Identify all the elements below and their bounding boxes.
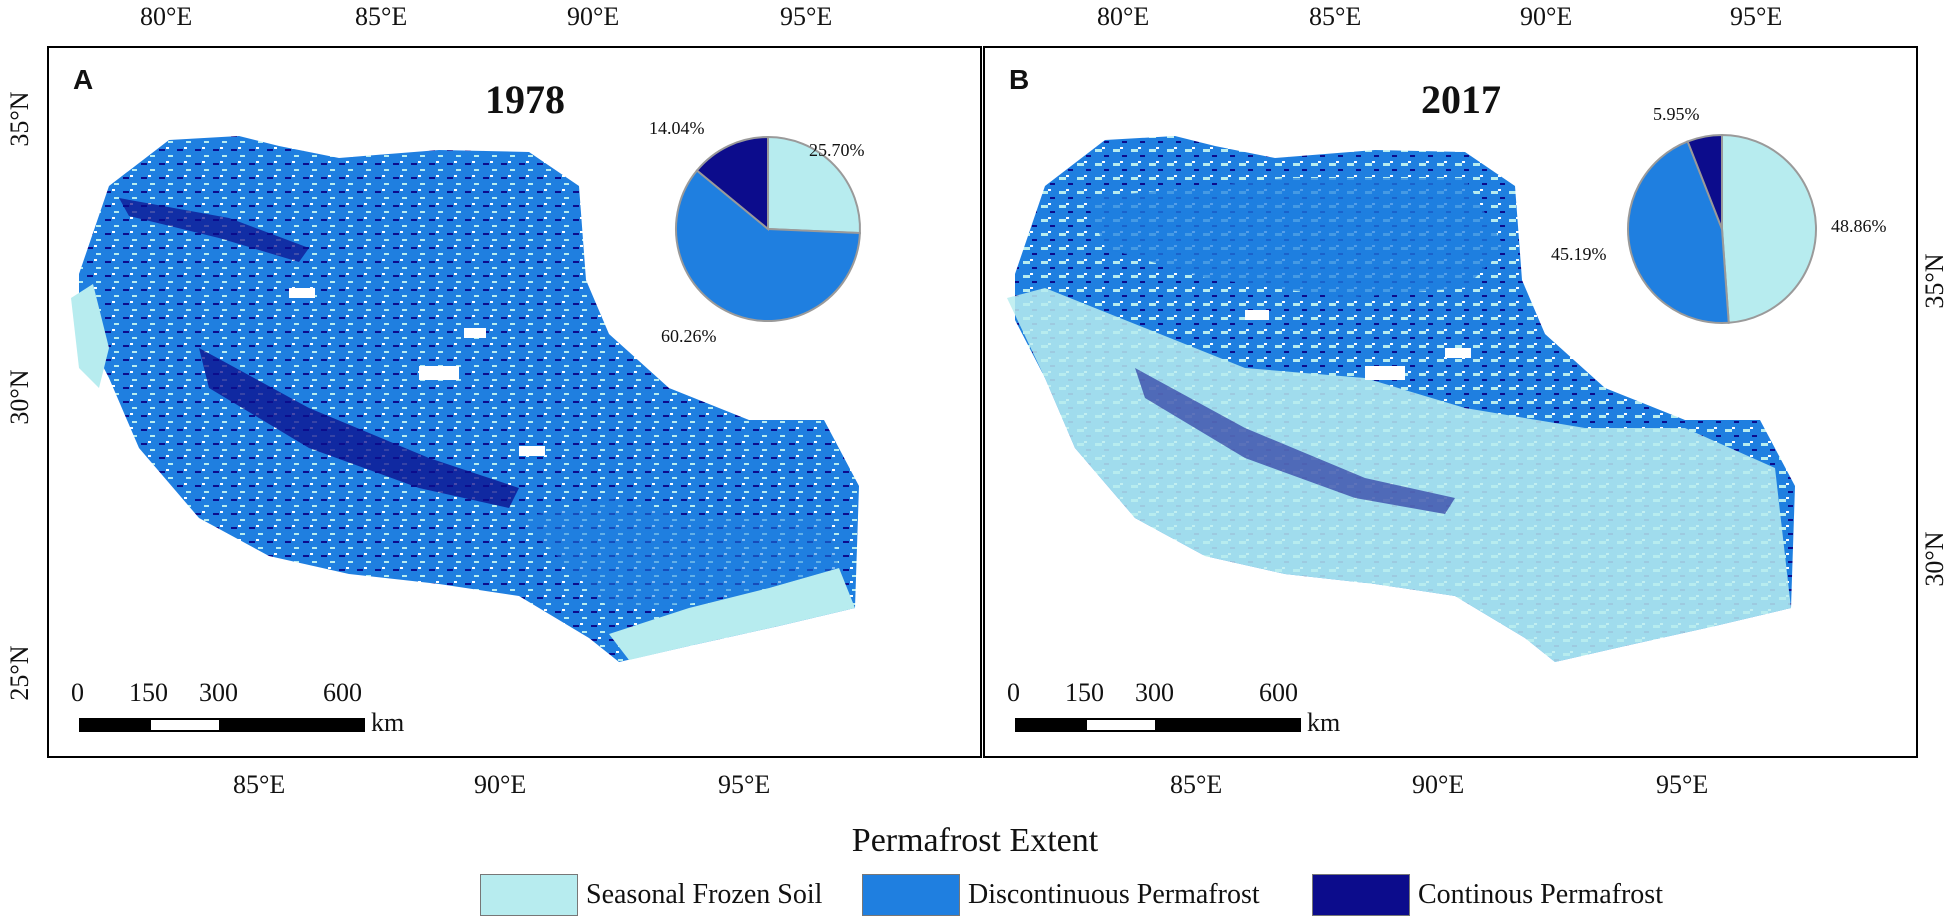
lat-tick: 35°N [1920, 253, 1949, 309]
top-lon-tick: 80°E [140, 2, 193, 31]
scale-label: 300 [199, 678, 238, 707]
panel-letter: B [1009, 64, 1030, 95]
scale-label: 600 [323, 678, 362, 707]
pie-slice [695, 135, 769, 232]
scale-label: 0 [71, 678, 84, 707]
continuous-band [1135, 368, 1455, 514]
scale-bar [79, 718, 365, 732]
pie-label: 25.70% [809, 140, 865, 160]
continuous-band [119, 198, 309, 262]
pie-slice [675, 169, 861, 322]
legend-item-discontinuous: Discontinuous Permafrost [862, 872, 1260, 918]
legend-label: Continous Permafrost [1418, 879, 1663, 910]
scale-unit: km [371, 708, 405, 737]
legend-item-continuous: Continous Permafrost [1312, 872, 1663, 918]
top-lon-tick: 95°E [1730, 2, 1783, 31]
scale-label: 0 [1007, 678, 1020, 707]
top-lon-tick: 85°E [355, 2, 408, 31]
scale-label: 600 [1259, 678, 1298, 707]
pie-slice [1686, 133, 1723, 230]
legend-swatch [480, 874, 578, 916]
pie-label: 60.26% [661, 326, 717, 346]
top-lon-tick: 85°E [1309, 2, 1362, 31]
seasonal-area [1007, 288, 1791, 662]
pie-chart [675, 135, 861, 322]
scale-label: 150 [1065, 678, 1104, 707]
legend-title: Permafrost Extent [851, 822, 1099, 859]
lat-tick: 35°N [5, 91, 34, 147]
legend-item-seasonal: Seasonal Frozen Soil [480, 872, 822, 918]
panel-year: 2017 [1421, 77, 1501, 122]
seasonal-area [609, 568, 855, 660]
panel-year: 1978 [485, 77, 565, 122]
map-panel-b: B 2017 48.86% 45.19% 5.95% 0 150 300 600… [983, 46, 1918, 758]
pie-label: 14.04% [649, 118, 705, 138]
top-lon-tick: 80°E [1097, 2, 1150, 31]
pie-label: 48.86% [1831, 216, 1887, 236]
scale-unit: km [1307, 708, 1341, 737]
seasonal-area [519, 498, 839, 608]
pie-slice [1627, 140, 1730, 324]
top-lon-tick: 90°E [1520, 2, 1573, 31]
pie-label: 45.19% [1551, 244, 1607, 264]
bottom-lon-tick: 90°E [1412, 770, 1465, 799]
scale-label: 150 [129, 678, 168, 707]
scale-bar [1015, 718, 1301, 732]
top-lon-tick: 95°E [780, 2, 833, 31]
pie-chart [1627, 133, 1817, 324]
lat-tick: 30°N [5, 369, 34, 425]
map-canvas [1007, 136, 1795, 732]
scale-label: 300 [1135, 678, 1174, 707]
map-panel-a: A 1978 25.70% 60.26% 14.04% 0 150 300 60… [47, 46, 982, 758]
lat-tick: 30°N [1920, 531, 1949, 587]
bottom-lon-tick: 95°E [718, 770, 771, 799]
map-canvas [71, 136, 859, 732]
top-lon-tick: 90°E [567, 2, 620, 31]
bottom-lon-tick: 85°E [233, 770, 286, 799]
legend-swatch [1312, 874, 1410, 916]
legend-label: Discontinuous Permafrost [968, 879, 1260, 910]
discontinuous-area [1085, 178, 1505, 298]
bottom-lon-tick: 95°E [1656, 770, 1709, 799]
seasonal-area [71, 284, 109, 388]
lat-tick: 25°N [5, 645, 34, 701]
panel-letter: A [73, 64, 94, 95]
bottom-lon-tick: 90°E [474, 770, 527, 799]
legend-label: Seasonal Frozen Soil [586, 879, 823, 910]
legend-swatch [862, 874, 960, 916]
pie-label: 5.95% [1653, 104, 1700, 124]
pie-slice [767, 135, 861, 235]
bottom-lon-tick: 85°E [1170, 770, 1223, 799]
pie-slice [1721, 133, 1817, 324]
continuous-band [199, 348, 519, 508]
